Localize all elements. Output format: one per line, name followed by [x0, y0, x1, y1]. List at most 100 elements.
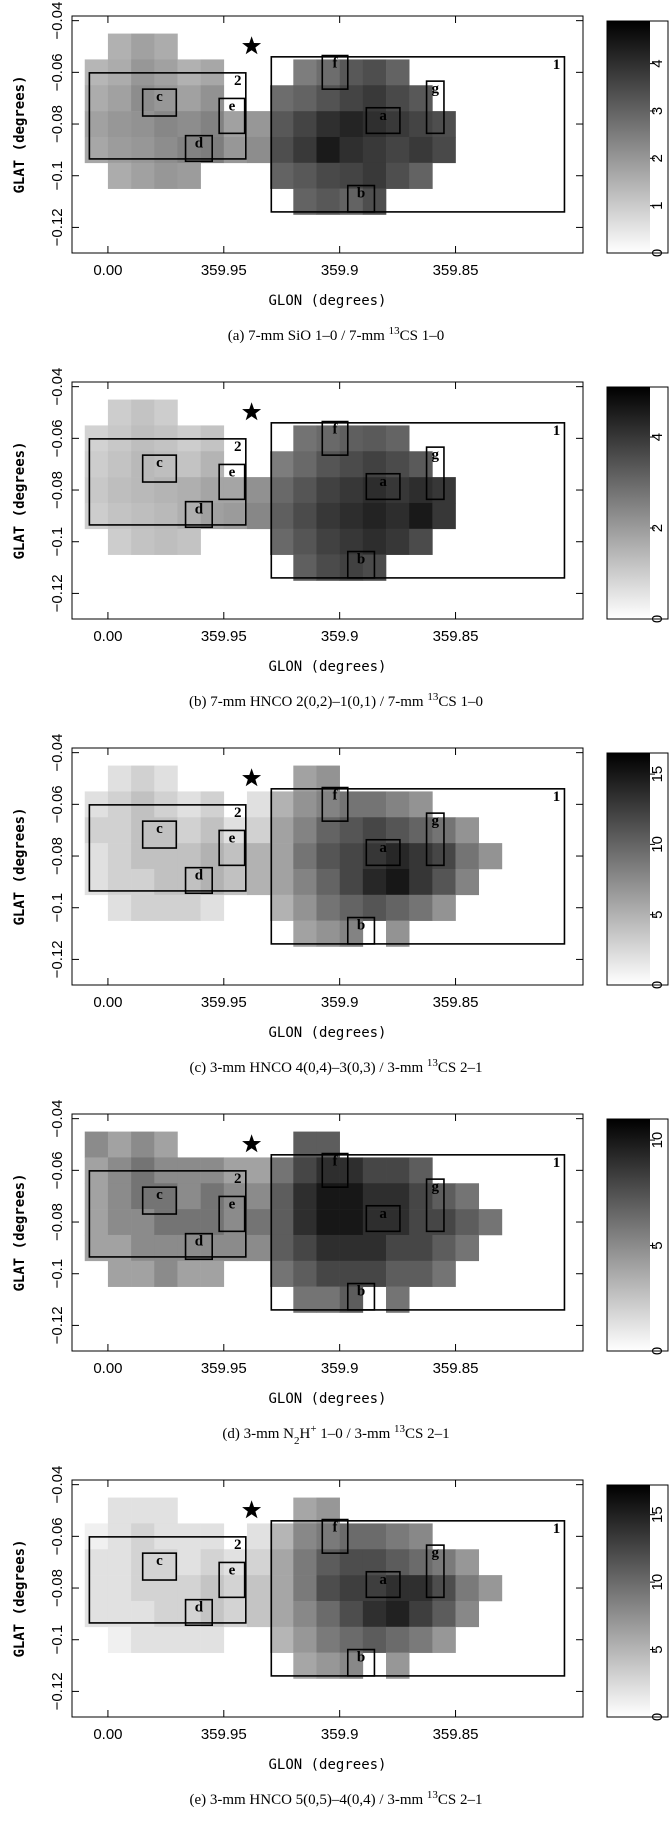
heat-cell	[362, 1626, 387, 1653]
region-box	[270, 1154, 566, 1311]
heat-cell	[270, 1183, 294, 1210]
heat-cell	[339, 1260, 364, 1287]
plot-frame	[71, 1479, 584, 1718]
y-tick-label: −0.06	[49, 785, 66, 823]
x-tick-label: 359.9	[321, 1360, 359, 1377]
heat-cell	[316, 765, 340, 792]
region-box	[365, 1570, 401, 1599]
region-box	[365, 472, 401, 501]
colorbar-tick-label: 0	[649, 249, 666, 257]
region-label: 1	[553, 57, 561, 73]
heat-cell	[200, 1260, 225, 1287]
heat-cell	[270, 817, 294, 844]
region-box	[141, 88, 178, 117]
heat-cell	[154, 1131, 178, 1158]
caption: (d) 3-mm N2H+ 1–0 / 3-mm 13CS 2–1	[222, 1423, 449, 1447]
colorbar	[607, 21, 650, 253]
heat-cell	[246, 1234, 271, 1262]
region-label: a	[379, 1206, 387, 1222]
heat-cell	[432, 868, 456, 896]
heat-cell	[339, 791, 364, 818]
heat-cell	[154, 136, 178, 164]
heat-cell	[339, 1549, 364, 1576]
colorbar-tick-label: 2	[649, 524, 666, 532]
heat-cell	[409, 502, 433, 530]
y-tick-label: −0.12	[49, 208, 66, 246]
heat-cell	[362, 85, 387, 112]
heat-cell	[293, 868, 317, 896]
heat-cell	[339, 1523, 364, 1550]
heat-cell	[293, 1626, 317, 1653]
region-label: f	[333, 56, 339, 72]
heat-cell	[293, 59, 317, 86]
colorbar-frame	[606, 1118, 669, 1352]
heat-cell	[84, 1234, 109, 1262]
region-box	[184, 866, 214, 895]
heat-cell	[386, 868, 410, 896]
region-label: b	[357, 552, 365, 568]
region-label: e	[229, 464, 236, 480]
heat-cell	[200, 1626, 225, 1653]
y-tick-label: −0.1	[49, 527, 66, 557]
region-box	[321, 1518, 349, 1554]
panel: 1 2 a b c d e f g 0.00 359.95 359.9 359.85 −0.04 −0.06…	[12, 1100, 669, 1447]
colorbar-tick-label: 2	[649, 154, 666, 162]
y-tick-label: −0.08	[49, 105, 66, 143]
heat-cell	[177, 136, 201, 164]
heat-cell	[455, 817, 480, 844]
heat-cell	[478, 1209, 503, 1236]
heat-cell	[386, 843, 410, 870]
x-tick-label: 359.9	[321, 628, 359, 645]
heat-cell	[177, 477, 201, 504]
heat-cell	[409, 162, 433, 189]
heat-cell	[177, 894, 201, 921]
heat-cell	[293, 1523, 317, 1550]
heat-cell	[362, 791, 387, 818]
heat-cell	[386, 477, 410, 504]
region-box	[270, 422, 566, 579]
heat-cell	[223, 843, 248, 870]
y-tick-label: −0.12	[49, 1672, 66, 1710]
region-label: d	[195, 868, 204, 884]
region-box	[88, 1170, 247, 1258]
heat-cell	[339, 554, 364, 581]
heat-cell	[293, 1260, 317, 1287]
caption-part: H	[299, 1426, 310, 1442]
heat-cell	[177, 1600, 201, 1628]
heat-cell	[223, 868, 248, 896]
x-tick-label: 0.00	[93, 1360, 122, 1377]
heat-cell	[455, 843, 480, 870]
x-tick-label: 0.00	[93, 262, 122, 279]
heat-cell	[386, 451, 410, 478]
heat-cell	[223, 477, 248, 504]
region-label: 2	[234, 1171, 242, 1187]
colorbar	[607, 1485, 650, 1717]
heat-cell	[154, 765, 178, 792]
heat-cell	[409, 1626, 433, 1653]
region-label: g	[432, 1179, 440, 1195]
heat-cell	[270, 502, 294, 530]
heat-cell	[131, 502, 155, 530]
y-tick-label: −0.1	[49, 893, 66, 923]
heat-cell	[316, 111, 340, 138]
region-label: e	[229, 1562, 236, 1578]
colorbar-tick-label: 10	[649, 1574, 666, 1591]
region-label: g	[432, 813, 440, 829]
heat-cell	[362, 502, 387, 530]
heat-cell	[293, 817, 317, 844]
heat-cell	[154, 111, 178, 138]
heat-cell	[246, 502, 271, 530]
heat-cell	[386, 920, 410, 947]
heat-cell	[293, 1157, 317, 1184]
heat-cell	[362, 894, 387, 921]
heat-cell	[154, 1575, 178, 1602]
heat-cell	[131, 399, 155, 426]
heat-cell	[223, 1575, 248, 1602]
heat-cell	[339, 843, 364, 870]
caption: (b) 7-mm HNCO 2(0,2)–1(0,1) / 7-mm 13CS …	[189, 691, 483, 710]
heat-cell	[177, 1549, 201, 1576]
region-label: 1	[553, 423, 561, 439]
heat-cell	[177, 528, 201, 555]
heat-cell	[200, 111, 225, 138]
region-label: a	[379, 1572, 387, 1588]
